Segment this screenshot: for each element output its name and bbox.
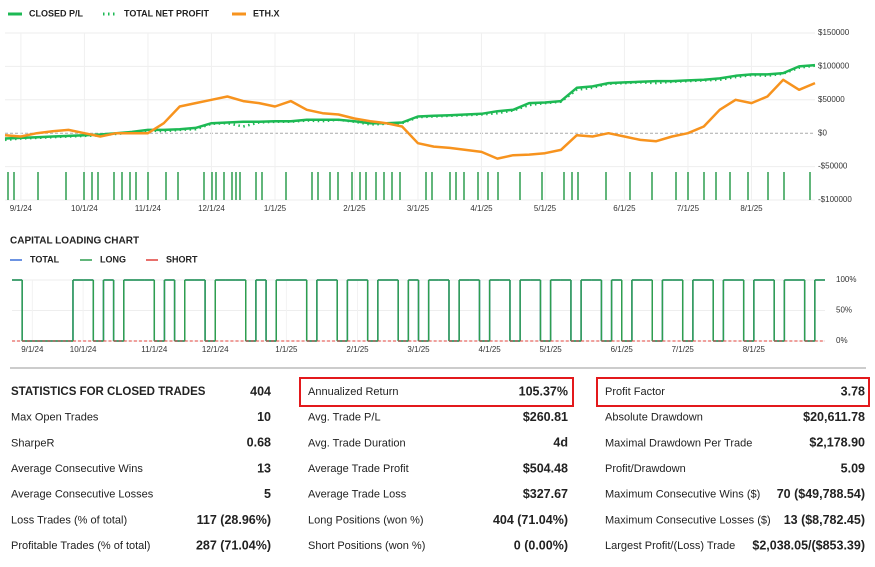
- stat-value: 4d: [553, 436, 568, 450]
- x-tick-label: 8/1/25: [740, 204, 763, 213]
- x-tick-label: 9/1/24: [10, 204, 33, 213]
- stat-label: STATISTICS FOR CLOSED TRADES: [11, 386, 206, 398]
- stat-label: Largest Profit/(Loss) Trade: [605, 540, 735, 552]
- y-tick-label: $0: [818, 128, 827, 137]
- legend-label: CLOSED P/L: [29, 8, 84, 18]
- legend-label: TOTAL NET PROFIT: [124, 8, 210, 18]
- stat-value: 404: [250, 384, 271, 398]
- stat-value: 13 ($8,782.45): [784, 513, 865, 527]
- stat-label: Avg. Trade P/L: [308, 412, 381, 424]
- stat-value: $2,038.05/($853.39): [752, 538, 865, 552]
- stat-value: 13: [257, 461, 271, 475]
- stat-label: Average Trade Profit: [308, 463, 409, 475]
- x-tick-label: 10/1/24: [71, 204, 98, 213]
- x-tick-label: 7/1/25: [672, 345, 695, 354]
- x-tick-label: 10/1/24: [70, 345, 97, 354]
- x-tick-label: 12/1/24: [202, 345, 229, 354]
- y-tick-label: $50000: [818, 95, 845, 104]
- stat-value: $2,178.90: [809, 436, 865, 450]
- stat-value: 3.78: [841, 384, 865, 398]
- y-tick-label: -$50000: [818, 162, 848, 171]
- stat-label: Loss Trades (% of total): [11, 514, 127, 526]
- stat-value: 287 (71.04%): [196, 538, 271, 552]
- stat-value: 117 (28.96%): [197, 513, 271, 527]
- x-tick-label: 2/1/25: [343, 204, 366, 213]
- stat-label: Maximal Drawdown Per Trade: [605, 437, 752, 449]
- stat-label: Maximum Consecutive Wins ($): [605, 489, 760, 501]
- y-tick-label: 100%: [836, 275, 856, 284]
- x-tick-label: 5/1/25: [534, 204, 557, 213]
- x-tick-label: 9/1/24: [21, 345, 44, 354]
- highlight-box: [596, 377, 870, 407]
- stat-value: 70 ($49,788.54): [777, 487, 865, 501]
- stat-value: $327.67: [523, 487, 568, 501]
- y-tick-label: 50%: [836, 306, 852, 315]
- stat-value: $260.81: [523, 410, 568, 424]
- stat-label: Long Positions (won %): [308, 514, 424, 526]
- series-line: [4, 78, 816, 160]
- stat-label: Profitable Trades (% of total): [11, 540, 150, 552]
- stat-value: 105.37%: [519, 384, 568, 398]
- stat-value: 10: [257, 410, 271, 424]
- stat-value: $20,611.78: [803, 410, 865, 424]
- stat-value: $504.48: [523, 461, 568, 475]
- y-tick-label: $150000: [818, 28, 850, 37]
- x-tick-label: 5/1/25: [539, 345, 562, 354]
- stat-value: 5: [264, 487, 271, 501]
- stat-label: Short Positions (won %): [308, 540, 425, 552]
- x-tick-label: 4/1/25: [470, 204, 493, 213]
- y-tick-label: -$100000: [818, 195, 852, 204]
- stat-label: SharpeR: [11, 437, 54, 449]
- x-tick-label: 3/1/25: [407, 204, 430, 213]
- stat-value: 5.09: [841, 461, 865, 475]
- highlight-box: [299, 377, 574, 407]
- x-tick-label: 2/1/25: [346, 345, 369, 354]
- stat-label: Profit/Drawdown: [605, 463, 686, 475]
- stat-label: Maximum Consecutive Losses ($): [605, 514, 771, 526]
- stat-label: Absolute Drawdown: [605, 412, 703, 424]
- x-tick-label: 6/1/25: [611, 345, 634, 354]
- stat-label: Max Open Trades: [11, 412, 99, 424]
- x-tick-label: 1/1/25: [264, 204, 287, 213]
- legend-label: LONG: [100, 254, 126, 264]
- capital-title: CAPITAL LOADING CHART: [10, 236, 139, 247]
- x-tick-label: 6/1/25: [613, 204, 636, 213]
- stat-value: 0.68: [247, 436, 271, 450]
- y-tick-label: $100000: [818, 62, 850, 71]
- x-tick-label: 7/1/25: [677, 204, 700, 213]
- x-tick-label: 11/1/24: [141, 345, 168, 354]
- x-tick-label: 11/1/24: [135, 204, 162, 213]
- x-tick-label: 12/1/24: [198, 204, 225, 213]
- x-tick-label: 4/1/25: [479, 345, 502, 354]
- stat-label: Average Trade Loss: [308, 489, 407, 501]
- series-line: [4, 63, 816, 140]
- stat-label: Average Consecutive Losses: [11, 489, 154, 501]
- x-tick-label: 8/1/25: [743, 345, 766, 354]
- legend-label: SHORT: [166, 254, 198, 264]
- stat-label: Avg. Trade Duration: [308, 437, 406, 449]
- stat-value: 0 (0.00%): [514, 538, 568, 552]
- legend-label: TOTAL: [30, 254, 60, 264]
- stat-label: Average Consecutive Wins: [11, 463, 143, 475]
- x-tick-label: 3/1/25: [407, 345, 430, 354]
- stat-label: Profit Factor: [605, 386, 665, 398]
- y-tick-label: 0%: [836, 336, 848, 345]
- x-tick-label: 1/1/25: [275, 345, 298, 354]
- legend-label: ETH.X: [253, 8, 280, 18]
- content: $150000 $100000 $50000 $0 -$50000 -$100000 9/1…: [4, 8, 865, 552]
- stat-label: Annualized Return: [308, 386, 399, 398]
- stat-value: 404 (71.04%): [493, 513, 568, 527]
